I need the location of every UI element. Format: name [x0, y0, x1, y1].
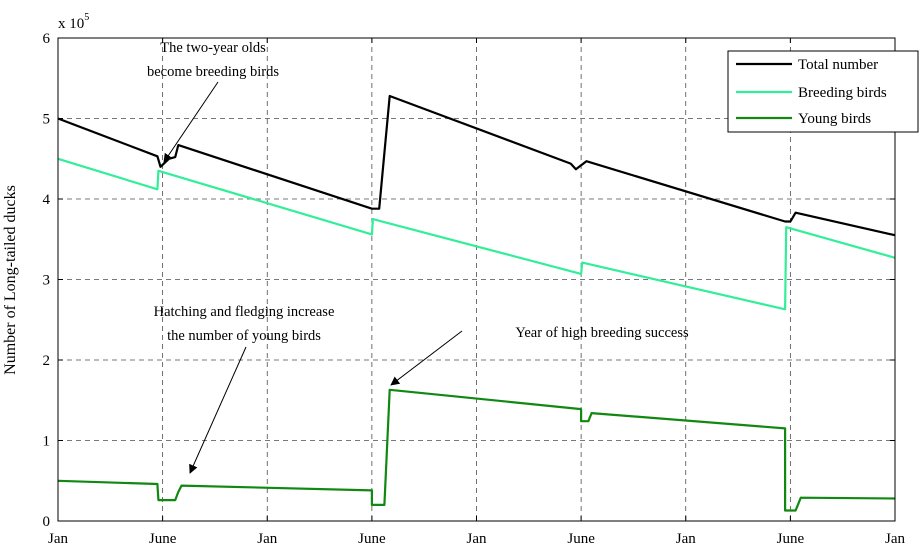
- series-line-total-number: [57, 94, 896, 237]
- annotation-two-year-olds: The two-year olds become breeding birds: [147, 40, 279, 163]
- y-exponent-label: x 105: [58, 12, 89, 32]
- y-tick-label: 4: [43, 192, 51, 208]
- y-tick-label: 6: [43, 31, 51, 47]
- series-line-young-birds: [57, 388, 896, 512]
- annotation-line: become breeding birds: [147, 64, 279, 80]
- x-tick-label: Jan: [257, 531, 277, 547]
- x-tick-label: Jan: [885, 531, 905, 547]
- y-tick-label: 3: [43, 273, 51, 289]
- y-tick-label: 0: [43, 514, 51, 530]
- y-axis-label: Number of Long-tailed ducks: [2, 185, 19, 375]
- legend-label-young-birds: Young birds: [798, 111, 871, 127]
- y-tick-label: 5: [43, 112, 51, 128]
- annotation-high-breeding: Year of high breeding success: [390, 325, 689, 386]
- x-tick-label: June: [777, 531, 805, 547]
- legend-label-breeding-birds: Breeding birds: [798, 85, 887, 101]
- x-tick-label: June: [567, 531, 595, 547]
- annotation-arrow: [163, 81, 219, 163]
- x-tick-label: Jan: [467, 531, 487, 547]
- annotation-arrow: [390, 330, 463, 386]
- annotation-line: Hatching and fledging increase: [154, 304, 335, 320]
- x-tick-label: June: [149, 531, 177, 547]
- legend: Total number Breeding birds Young birds: [727, 50, 919, 133]
- legend-label-total-number: Total number: [798, 57, 878, 73]
- grid: [58, 38, 895, 521]
- x-tick-label: Jan: [48, 531, 68, 547]
- annotation-line: the number of young birds: [167, 328, 321, 344]
- y-tick-label: 1: [43, 434, 51, 450]
- x-tick-label: June: [358, 531, 386, 547]
- annotation-hatching: Hatching and fledging increase the numbe…: [154, 304, 335, 474]
- series-lines: [57, 94, 896, 512]
- annotation-line: Year of high breeding success: [515, 325, 689, 341]
- y-tick-label: 2: [43, 353, 51, 369]
- annotation-arrow: [189, 346, 247, 474]
- series-line-breeding-birds: [57, 157, 896, 311]
- annotation-line: The two-year olds: [160, 40, 266, 56]
- x-tick-label: Jan: [676, 531, 696, 547]
